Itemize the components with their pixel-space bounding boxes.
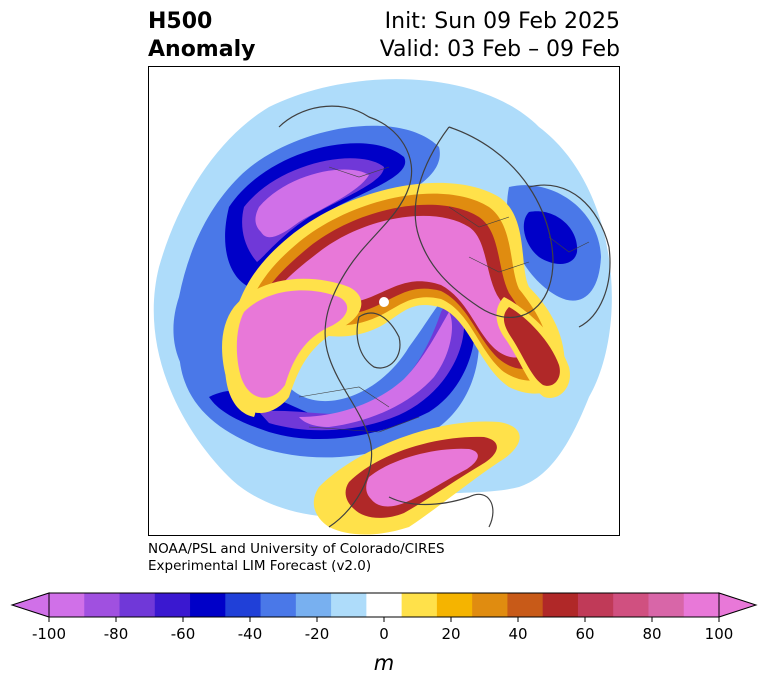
colorbar-swatch	[225, 593, 262, 617]
colorbar-swatch	[84, 593, 121, 617]
coast-greenland	[356, 312, 401, 369]
init-date: Init: Sun 09 Feb 2025	[384, 9, 620, 34]
colorbar-swatch	[507, 593, 544, 617]
coast-europe	[528, 184, 611, 328]
neg-anomaly-max-south	[299, 312, 453, 427]
map-title: H500 Anomaly	[148, 8, 255, 64]
colorbar-unit-label: m	[374, 651, 394, 675]
colorbar-swatch	[577, 593, 614, 617]
colorbar-swatch	[260, 593, 297, 617]
colorbar-swatch	[331, 593, 367, 617]
title-variable: H500	[148, 9, 213, 34]
colorbar-swatch	[648, 593, 685, 617]
colorbar-swatch	[436, 593, 473, 617]
colorbar-swatch	[119, 593, 156, 617]
colorbar: -100 -80 -60 -40 -20 0 20 40 60 80 100 m	[10, 592, 758, 675]
credit-line-1: NOAA/PSL and University of Colorado/CIRE…	[148, 541, 445, 557]
colorbar-tick-label: -60	[171, 625, 196, 643]
colorbar-tick-label: -100	[32, 625, 66, 643]
pos-anomaly-east-red	[503, 307, 560, 386]
colorbar-swatches	[10, 592, 758, 618]
borders	[298, 166, 590, 433]
colorbar-swatch	[190, 593, 226, 617]
title-field: Anomaly	[148, 37, 256, 62]
pos-anomaly-west-max	[236, 290, 348, 398]
colorbar-swatch	[542, 593, 579, 617]
colorbar-tick-label: 20	[441, 625, 460, 643]
colorbar-swatch	[683, 593, 720, 617]
colorbar-tick-label: 60	[575, 625, 594, 643]
colorbar-swatch	[154, 593, 191, 617]
colorbar-swatch	[401, 593, 438, 617]
colorbar-swatch	[366, 593, 403, 617]
credit-text: NOAA/PSL and University of Colorado/CIRE…	[148, 541, 445, 575]
colorbar-tick-label: -20	[305, 625, 330, 643]
north-pole-marker	[379, 297, 389, 307]
colorbar-tick-label: -40	[238, 625, 263, 643]
colorbar-swatch	[49, 593, 85, 617]
colorbar-tick-label: 40	[508, 625, 527, 643]
colorbar-tick-label: 80	[642, 625, 661, 643]
colorbar-extend-max	[718, 592, 758, 618]
anomaly-map	[149, 67, 619, 535]
neg-anomaly-core-south	[259, 301, 465, 431]
coast-gulf	[388, 493, 494, 528]
credit-line-2: Experimental LIM Forecast (v2.0)	[148, 558, 372, 574]
colorbar-swatch	[295, 593, 332, 617]
coast-eurasia	[414, 126, 554, 318]
map-panel	[148, 66, 620, 536]
colorbar-swatch	[613, 593, 649, 617]
colorbar-extend-min	[10, 592, 50, 618]
pos-anomaly-max	[256, 215, 522, 363]
colorbar-tick-label: 100	[705, 625, 734, 643]
pos-anomaly-na-max	[366, 448, 478, 507]
colorbar-ticks: -100 -80 -60 -40 -20 0 20 40 60 80 100	[32, 617, 733, 643]
colorbar-swatch	[472, 593, 508, 617]
neg-anomaly-max-north	[255, 169, 369, 238]
coast-north-america	[278, 105, 413, 528]
coastlines	[278, 105, 611, 528]
forecast-dates: Init: Sun 09 Feb 2025 Valid: 03 Feb – 09…	[380, 8, 620, 64]
valid-range: Valid: 03 Feb – 09 Feb	[379, 37, 620, 62]
colorbar-tick-label: 0	[379, 625, 389, 643]
colorbar-tick-label: -80	[104, 625, 129, 643]
